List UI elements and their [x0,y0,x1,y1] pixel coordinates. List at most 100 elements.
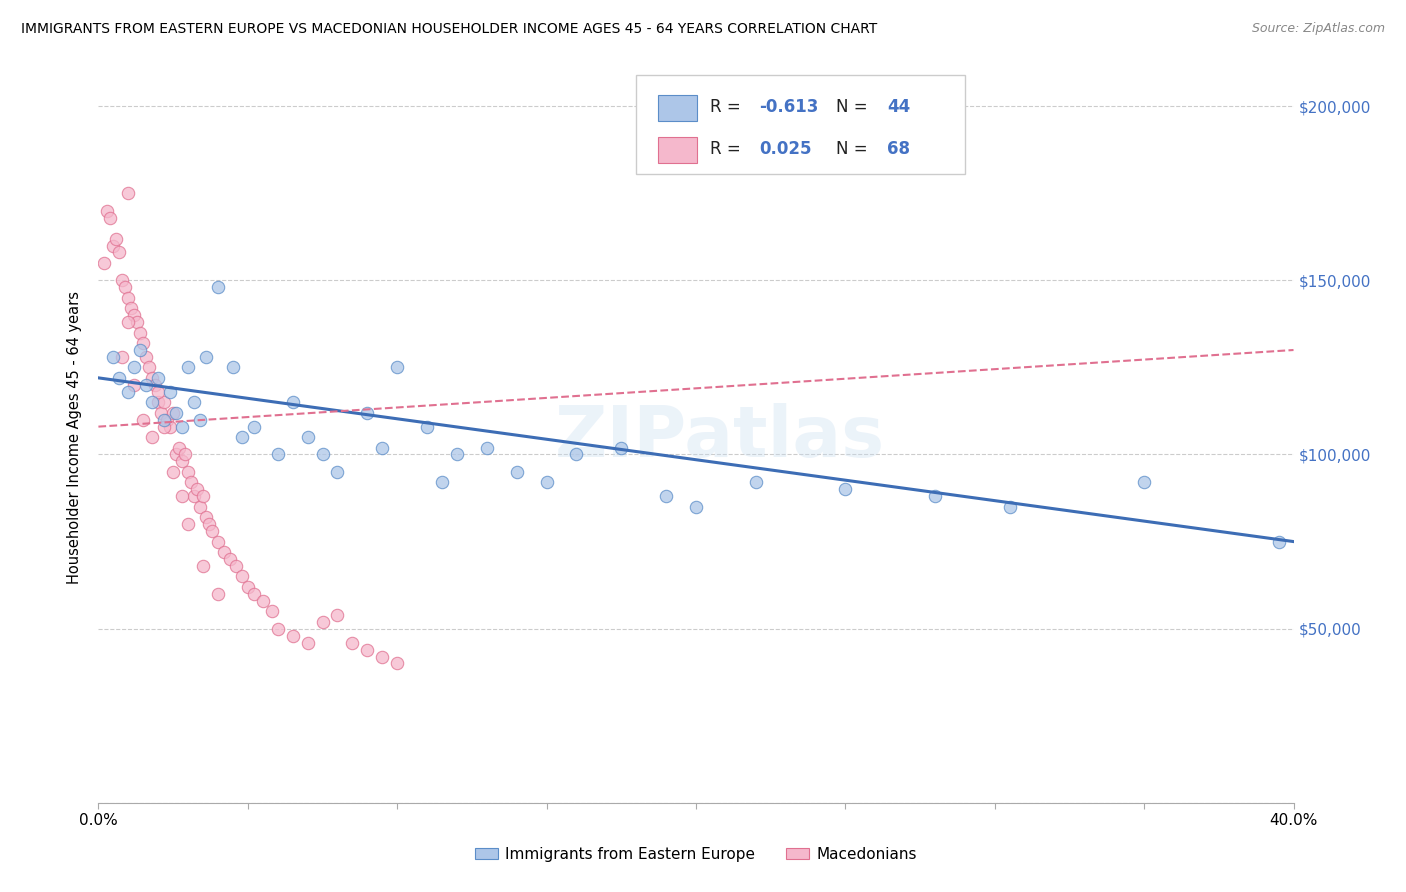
Point [188,500,211,514]
Point [371,649,394,664]
Point [159,419,181,434]
Point [212,545,235,559]
Point [162,465,184,479]
Point [191,558,214,573]
Point [236,580,259,594]
Point [385,360,409,375]
Point [311,615,333,629]
Point [143,377,166,392]
Point [356,406,378,420]
Point [159,384,181,399]
Text: 0.025: 0.025 [759,140,811,158]
Point [655,489,678,503]
Point [745,475,768,490]
Text: R =: R = [710,98,747,116]
Point [124,308,146,322]
Point [198,517,221,532]
Point [506,465,529,479]
Point [165,406,187,420]
Point [225,558,247,573]
Point [416,419,439,434]
Point [191,489,214,503]
Point [186,483,208,497]
Point [267,622,290,636]
Point [430,475,453,490]
FancyBboxPatch shape [637,75,965,174]
Text: Source: ZipAtlas.com: Source: ZipAtlas.com [1251,22,1385,36]
FancyBboxPatch shape [658,95,697,121]
Point [98,211,122,225]
Point [231,430,253,444]
Point [108,245,131,260]
Point [475,441,498,455]
Point [281,629,304,643]
Point [446,448,468,462]
Point [127,315,149,329]
Text: 44: 44 [887,98,911,116]
Point [201,524,224,538]
Point [311,448,333,462]
Point [148,395,170,409]
Point [148,384,170,399]
Point [231,569,253,583]
Point [141,395,163,409]
Point [297,430,319,444]
Point [207,587,229,601]
Point [195,510,218,524]
Point [153,395,176,409]
Point [172,419,194,434]
Point [129,343,152,357]
Point [297,635,319,649]
Point [177,517,200,532]
Point [165,448,187,462]
Point [117,186,139,201]
Text: N =: N = [835,98,873,116]
Point [153,419,176,434]
Point [565,448,588,462]
FancyBboxPatch shape [658,136,697,163]
Point [129,326,152,340]
Point [267,448,290,462]
Point [174,448,197,462]
Point [385,657,409,671]
Point [141,371,163,385]
Text: 68: 68 [887,140,910,158]
Point [117,315,139,329]
Point [177,360,200,375]
Point [141,430,163,444]
Point [167,441,190,455]
Point [342,635,364,649]
Point [195,350,218,364]
Point [183,395,205,409]
Point [120,301,142,316]
Point [1133,475,1156,490]
Point [252,594,274,608]
Point [117,384,139,399]
Point [103,238,125,252]
Point [219,552,242,566]
Point [834,483,856,497]
Point [117,291,139,305]
Point [162,406,184,420]
Legend: Immigrants from Eastern Europe, Macedonians: Immigrants from Eastern Europe, Macedoni… [468,841,924,868]
Point [124,377,146,392]
Point [356,642,378,657]
Point [243,419,266,434]
Point [180,475,202,490]
Point [114,280,136,294]
Point [172,489,194,503]
Point [536,475,558,490]
Point [610,441,633,455]
Point [924,489,946,503]
Point [148,371,170,385]
Point [111,350,134,364]
Text: -0.613: -0.613 [759,98,818,116]
Point [132,336,155,351]
Point [103,350,125,364]
Text: N =: N = [835,140,873,158]
Point [1267,534,1289,549]
Point [108,371,131,385]
Point [135,377,157,392]
Point [183,489,205,503]
Point [243,587,266,601]
